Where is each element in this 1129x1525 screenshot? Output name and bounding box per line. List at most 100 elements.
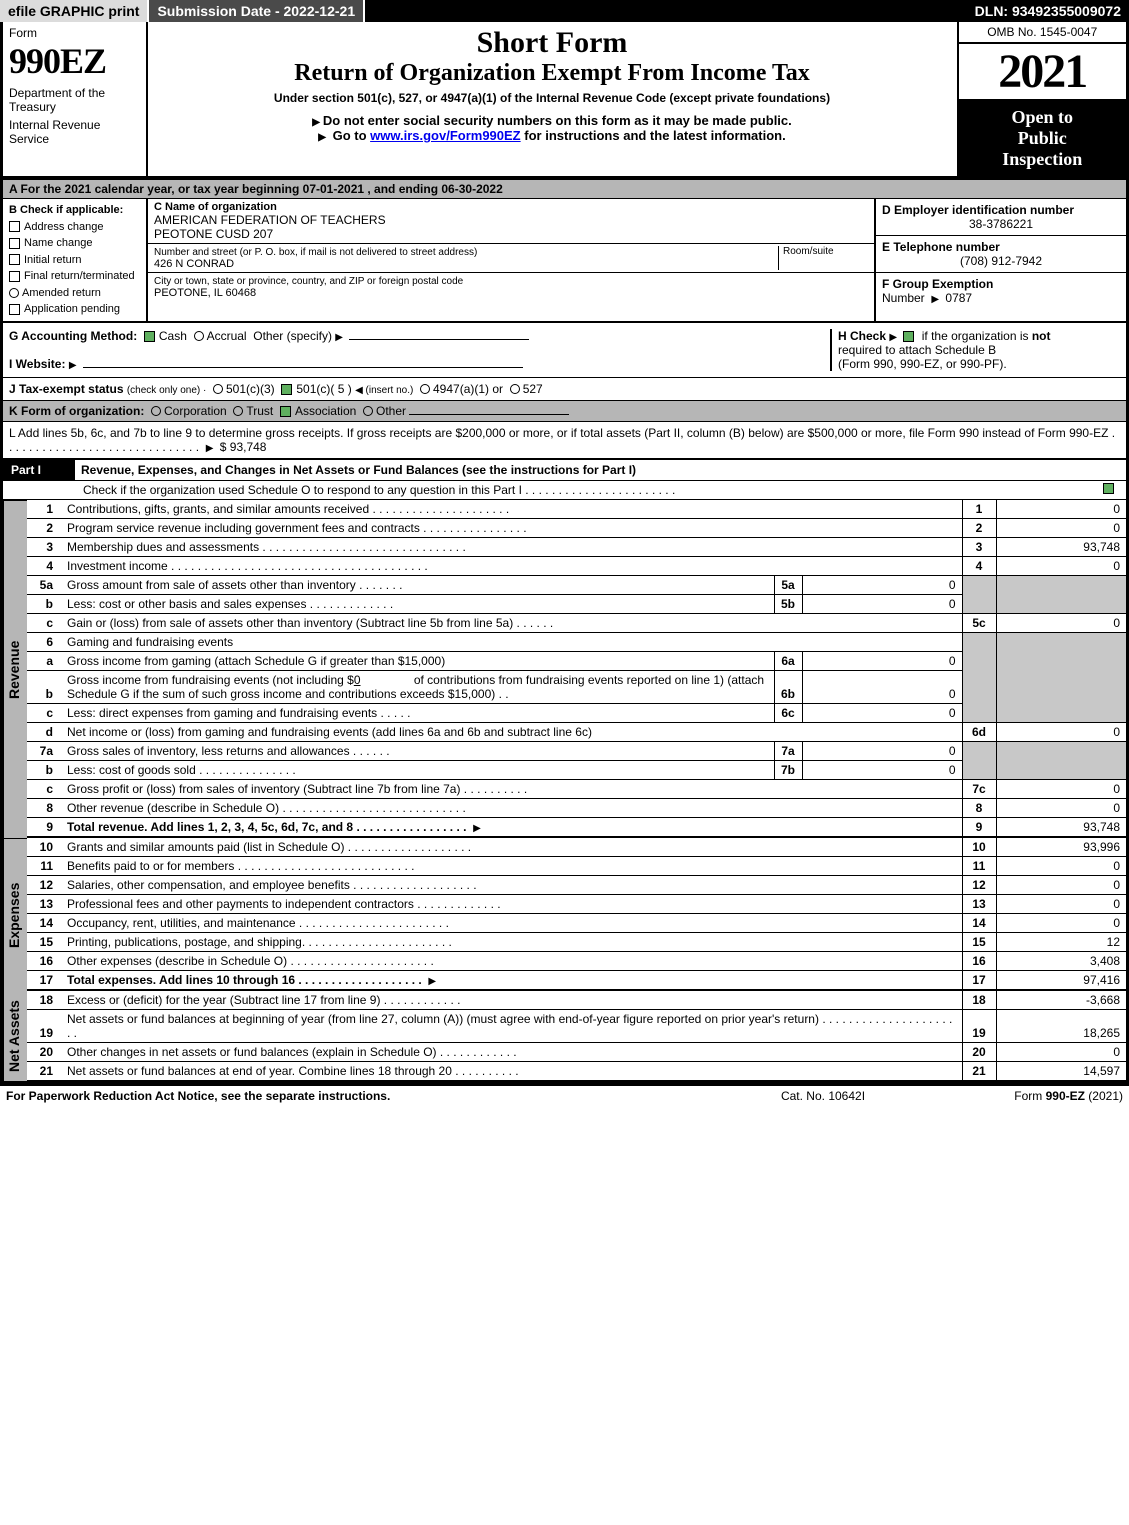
cb-accrual[interactable] [194, 331, 204, 341]
line-15: 15Printing, publications, postage, and s… [27, 932, 1126, 951]
tab-expenses: Expenses [3, 838, 27, 991]
goto-pre: Go to [333, 128, 371, 143]
cb-assoc[interactable] [280, 406, 291, 417]
line-6d: dNet income or (loss) from gaming and fu… [27, 722, 1126, 741]
city-value: PEOTONE, IL 60468 [154, 287, 256, 299]
h-label: H Check [838, 329, 886, 343]
arrow-icon [206, 440, 217, 454]
b-org-info: C Name of organization AMERICAN FEDERATI… [148, 199, 876, 321]
line-6a: aGross income from gaming (attach Schedu… [27, 651, 1126, 670]
d-label: D Employer identification number [882, 203, 1074, 217]
line-16: 16Other expenses (describe in Schedule O… [27, 951, 1126, 970]
cb-schedule-o[interactable] [1103, 483, 1114, 494]
cb-501c[interactable] [281, 384, 292, 395]
tax-year: 2021 [959, 44, 1127, 101]
open-public: Open to Public Inspection [959, 101, 1127, 176]
expenses-table: 10Grants and similar amounts paid (list … [27, 838, 1126, 991]
line-12: 12Salaries, other compensation, and empl… [27, 875, 1126, 894]
street-label: Number and street (or P. O. box, if mail… [154, 247, 477, 258]
row-gh: G Accounting Method: Cash Accrual Other … [3, 323, 1126, 378]
cb-other-org[interactable] [363, 406, 373, 416]
line-18: 18Excess or (deficit) for the year (Subt… [27, 991, 1126, 1010]
b-title: B Check if applicable: [9, 202, 140, 219]
open1: Open to [965, 107, 1121, 128]
open3: Inspection [965, 149, 1121, 170]
row-k: K Form of organization: Corporation Trus… [3, 401, 1126, 422]
footer-center: Cat. No. 10642I [723, 1089, 923, 1103]
ein-value: 38-3786221 [882, 217, 1120, 231]
e-label: E Telephone number [882, 240, 1000, 254]
l-amount: $ 93,748 [220, 440, 267, 454]
cb-cash[interactable] [144, 331, 155, 342]
line-19: 19Net assets or fund balances at beginni… [27, 1009, 1126, 1042]
irs-label: Internal Revenue Service [9, 118, 140, 146]
form-number: 990EZ [9, 40, 140, 82]
arrow-icon [473, 820, 484, 834]
arrow-icon [69, 357, 80, 371]
city-label: City or town, state or province, country… [154, 276, 463, 287]
cb-4947[interactable] [420, 384, 430, 394]
arrow-icon [428, 973, 439, 987]
header-center: Short Form Return of Organization Exempt… [147, 22, 958, 177]
footer-right: Form 990-EZ (2021) [923, 1089, 1123, 1103]
line-20: 20Other changes in net assets or fund ba… [27, 1042, 1126, 1061]
header-right: OMB No. 1545-0047 2021 Open to Public In… [958, 22, 1128, 177]
cb-amended-return[interactable]: Amended return [9, 285, 140, 302]
dept-treasury: Department of the Treasury [9, 86, 140, 114]
part1-check: Check if the organization used Schedule … [3, 481, 1126, 500]
line-5c: cGain or (loss) from sale of assets othe… [27, 613, 1126, 632]
cb-address-change[interactable]: Address change [9, 219, 140, 236]
efile-print-label: efile GRAPHIC print [0, 0, 149, 22]
h-text3: (Form 990, 990-EZ, or 990-PF). [838, 357, 1007, 371]
h-text1: if the organization is [922, 329, 1032, 343]
f-label2: Number [882, 291, 925, 305]
return-title: Return of Organization Exempt From Incom… [156, 60, 949, 87]
spacer [365, 0, 967, 22]
cb-application-pending[interactable]: Application pending [9, 301, 140, 318]
org-sub: PEOTONE CUSD 207 [154, 227, 868, 241]
g-accounting: G Accounting Method: Cash Accrual Other … [9, 329, 830, 371]
phone-value: (708) 912-7942 [882, 254, 1120, 268]
row-j: J Tax-exempt status (check only one) · 5… [3, 378, 1126, 401]
room-label: Room/suite [778, 246, 868, 270]
page-footer: For Paperwork Reduction Act Notice, see … [0, 1084, 1129, 1106]
line-1: 1Contributions, gifts, grants, and simil… [27, 500, 1126, 519]
j-label: J Tax-exempt status [9, 382, 124, 396]
part1-title: Revenue, Expenses, and Changes in Net As… [75, 460, 1126, 480]
revenue-table: 1Contributions, gifts, grants, and simil… [27, 500, 1126, 838]
cb-name-change[interactable]: Name change [9, 235, 140, 252]
submission-date: Submission Date - 2022-12-21 [149, 0, 365, 22]
header-left: Form 990EZ Department of the Treasury In… [2, 22, 147, 177]
line-14: 14Occupancy, rent, utilities, and mainte… [27, 913, 1126, 932]
goto-post: for instructions and the latest informat… [524, 128, 785, 143]
under-section: Under section 501(c), 527, or 4947(a)(1)… [156, 91, 949, 105]
line-21: 21Net assets or fund balances at end of … [27, 1061, 1126, 1080]
short-form-title: Short Form [156, 26, 949, 60]
do-not-enter: Do not enter social security numbers on … [156, 113, 949, 128]
net-assets-table: 18Excess or (deficit) for the year (Subt… [27, 991, 1126, 1081]
cb-h-not-required[interactable] [903, 331, 914, 342]
line-13: 13Professional fees and other payments t… [27, 894, 1126, 913]
org-name: AMERICAN FEDERATION OF TEACHERS [154, 213, 868, 227]
other-org-blank[interactable] [409, 414, 569, 415]
arrow-icon [318, 128, 329, 143]
cb-527[interactable] [510, 384, 520, 394]
cb-final-return[interactable]: Final return/terminated [9, 268, 140, 285]
line-6b: bGross income from fundraising events (n… [27, 670, 1126, 703]
h-not: not [1032, 329, 1051, 343]
goto-link[interactable]: www.irs.gov/Form990EZ [370, 128, 521, 143]
line-11: 11Benefits paid to or for members . . . … [27, 856, 1126, 875]
cb-501c3[interactable] [213, 384, 223, 394]
line-3: 3Membership dues and assessments . . . .… [27, 537, 1126, 556]
cb-corp[interactable] [151, 406, 161, 416]
b-checkboxes: B Check if applicable: Address change Na… [3, 199, 148, 321]
goto-line: Go to www.irs.gov/Form990EZ for instruct… [156, 128, 949, 143]
cb-trust[interactable] [233, 406, 243, 416]
website-blank[interactable] [83, 367, 523, 368]
open2: Public [965, 128, 1121, 149]
g-label: G Accounting Method: [9, 329, 137, 343]
other-specify-blank[interactable] [349, 339, 529, 340]
dln-number: DLN: 93492355009072 [967, 0, 1129, 22]
cb-initial-return[interactable]: Initial return [9, 252, 140, 269]
line-7b: bLess: cost of goods sold . . . . . . . … [27, 760, 1126, 779]
